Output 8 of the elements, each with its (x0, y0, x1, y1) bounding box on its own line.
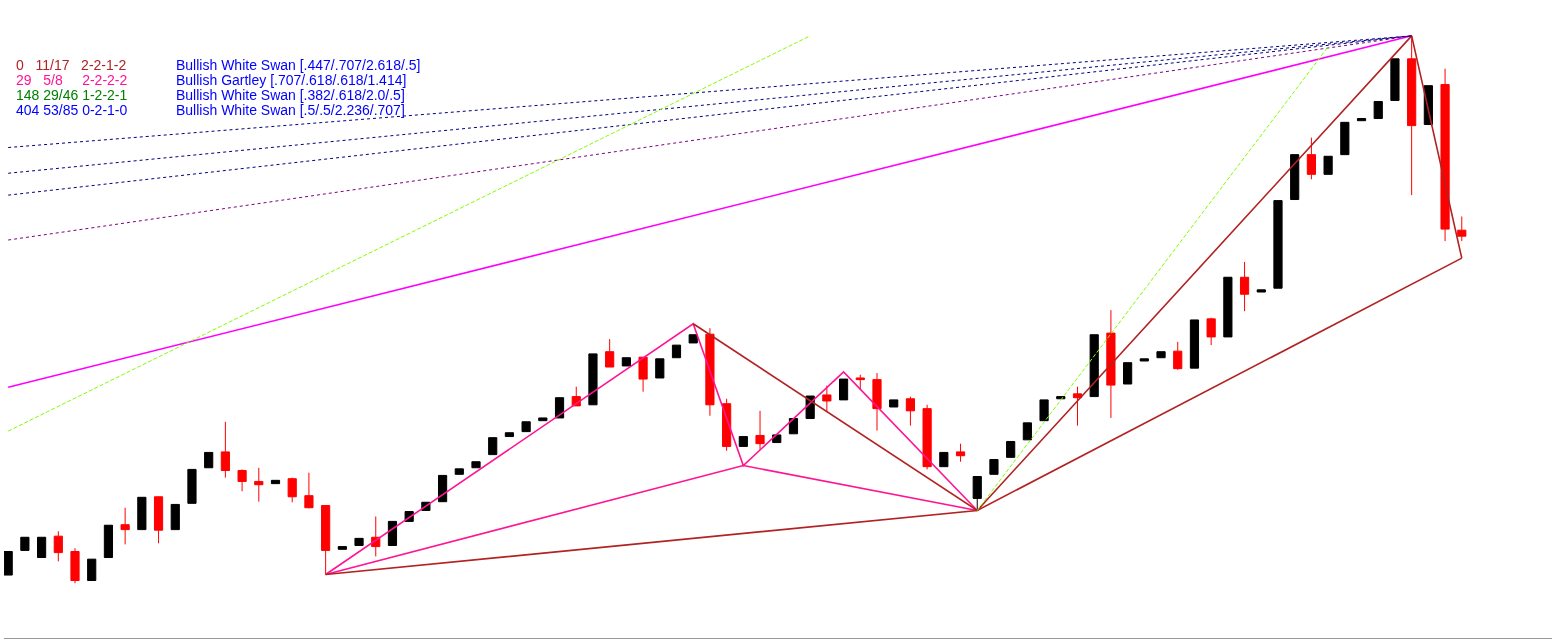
annotation: 148 29/46 1-2-2-1 (16, 87, 128, 103)
annotation: 404 53/85 0-2-1-0 (16, 102, 128, 118)
annotation: Bullish White Swan [.382/.618/2.0/.5] (176, 87, 405, 103)
annotation: 0 11/17 2-2-1-2 (16, 57, 127, 73)
annotation: 29 5/8 2-2-2-2 (16, 72, 128, 88)
annotation: Bullish White Swan [.447/.707/2.618/.5] (176, 57, 421, 73)
annotation: Bullish White Swan [.5/.5/2.236/.707] (176, 102, 405, 118)
annotation: Bullish Gartley [.707/.618/.618/1.414] (176, 72, 407, 88)
